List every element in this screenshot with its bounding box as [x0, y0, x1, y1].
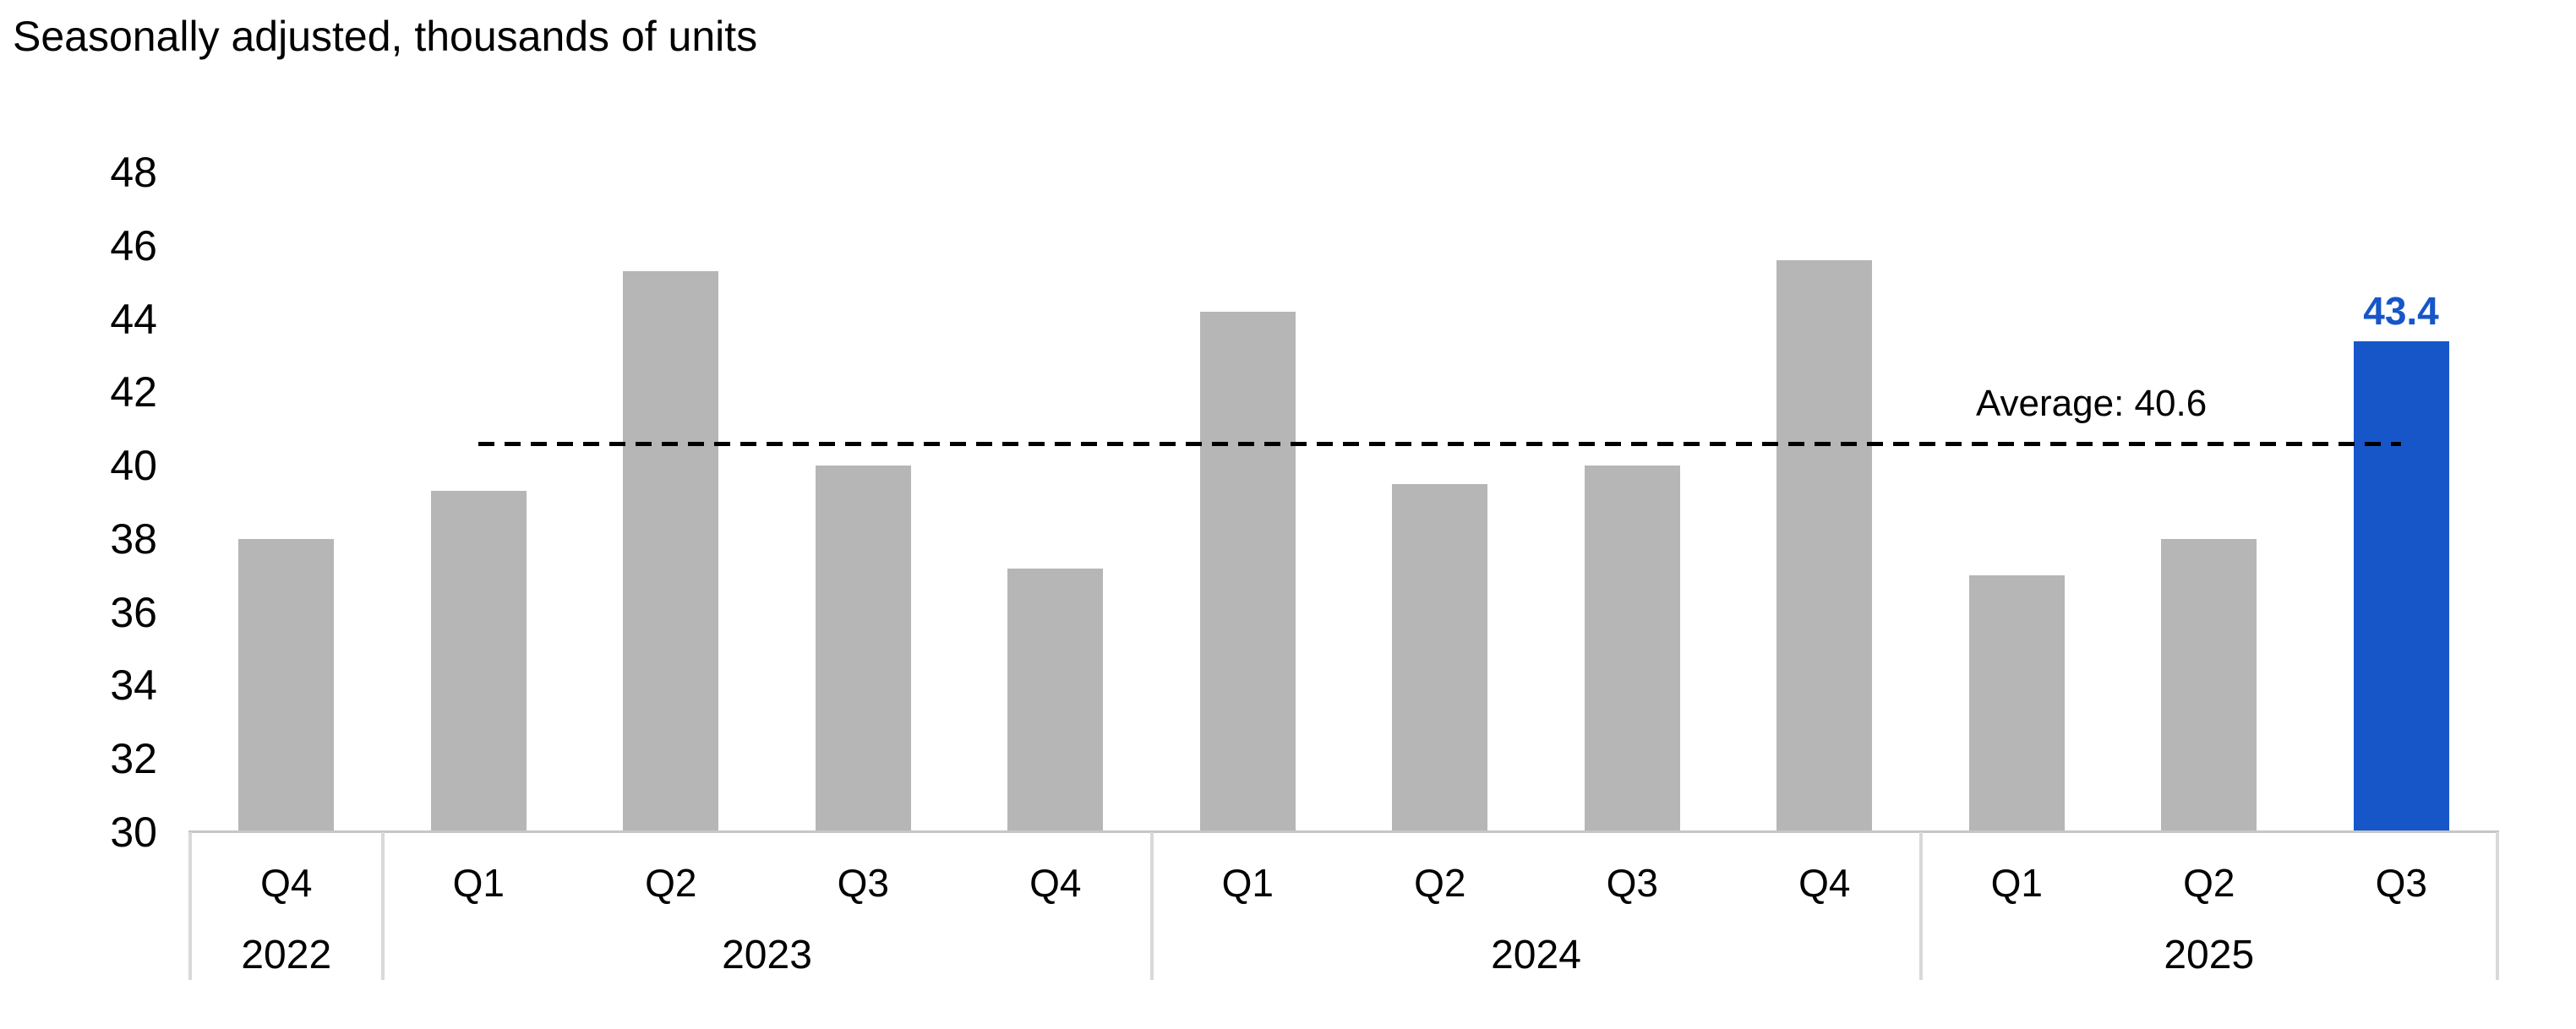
bar — [238, 538, 335, 832]
highlight-value-label: 43.4 — [2363, 289, 2439, 333]
y-axis-tick-label: 46 — [110, 221, 157, 270]
year-group-divider — [1149, 832, 1154, 980]
y-axis-tick-label: 34 — [110, 662, 157, 710]
y-axis-tick-label: 30 — [110, 808, 157, 856]
y-axis-tick-label: 44 — [110, 295, 157, 343]
year-group-divider — [380, 832, 385, 980]
x-axis-year-label: 2025 — [2164, 933, 2255, 977]
bar — [623, 271, 719, 832]
average-dashed-line — [478, 441, 2402, 446]
x-axis-quarter-label: Q1 — [1221, 861, 1274, 905]
bar — [815, 466, 911, 832]
x-axis-year-label: 2023 — [722, 933, 812, 977]
bar — [1199, 311, 1296, 832]
bar — [2161, 538, 2257, 832]
x-axis-year-label: 2024 — [1491, 933, 1581, 977]
x-axis-quarter-label: Q3 — [837, 861, 889, 905]
x-axis-quarter-label: Q4 — [1798, 861, 1851, 905]
year-group-divider — [188, 832, 192, 980]
year-group-divider — [2496, 832, 2499, 980]
x-axis-quarter-label: Q1 — [452, 861, 505, 905]
average-line-label: Average: 40.6 — [1976, 383, 2208, 424]
bar — [1584, 466, 1680, 832]
y-axis-tick-label: 42 — [110, 368, 157, 416]
x-axis-quarter-label: Q3 — [1606, 861, 1658, 905]
x-axis-quarter-label: Q4 — [260, 861, 313, 905]
bar — [1392, 483, 1488, 832]
x-axis-quarter-label: Q4 — [1029, 861, 1082, 905]
bar-highlighted — [2353, 340, 2449, 832]
x-axis-quarter-label: Q3 — [2375, 861, 2427, 905]
year-group-divider — [1918, 832, 1923, 980]
y-axis-tick-label: 32 — [110, 735, 157, 783]
y-axis-tick-label: 38 — [110, 514, 157, 563]
bar — [1968, 575, 2065, 832]
y-axis-tick-label: 40 — [110, 442, 157, 490]
bar — [430, 491, 527, 832]
chart-title: Seasonally adjusted, thousands of units — [13, 13, 758, 60]
x-axis-quarter-label: Q1 — [1990, 861, 2043, 905]
bar — [1776, 260, 1873, 832]
y-axis-tick-label: 36 — [110, 588, 157, 636]
x-axis-quarter-label: Q2 — [2183, 861, 2235, 905]
x-axis-quarter-label: Q2 — [1414, 861, 1466, 905]
x-axis-year-label: 2022 — [241, 933, 332, 977]
y-axis-tick-label: 48 — [110, 148, 157, 196]
x-axis-quarter-label: Q2 — [645, 861, 697, 905]
x-axis-line — [188, 830, 2499, 833]
bar — [1007, 568, 1104, 832]
